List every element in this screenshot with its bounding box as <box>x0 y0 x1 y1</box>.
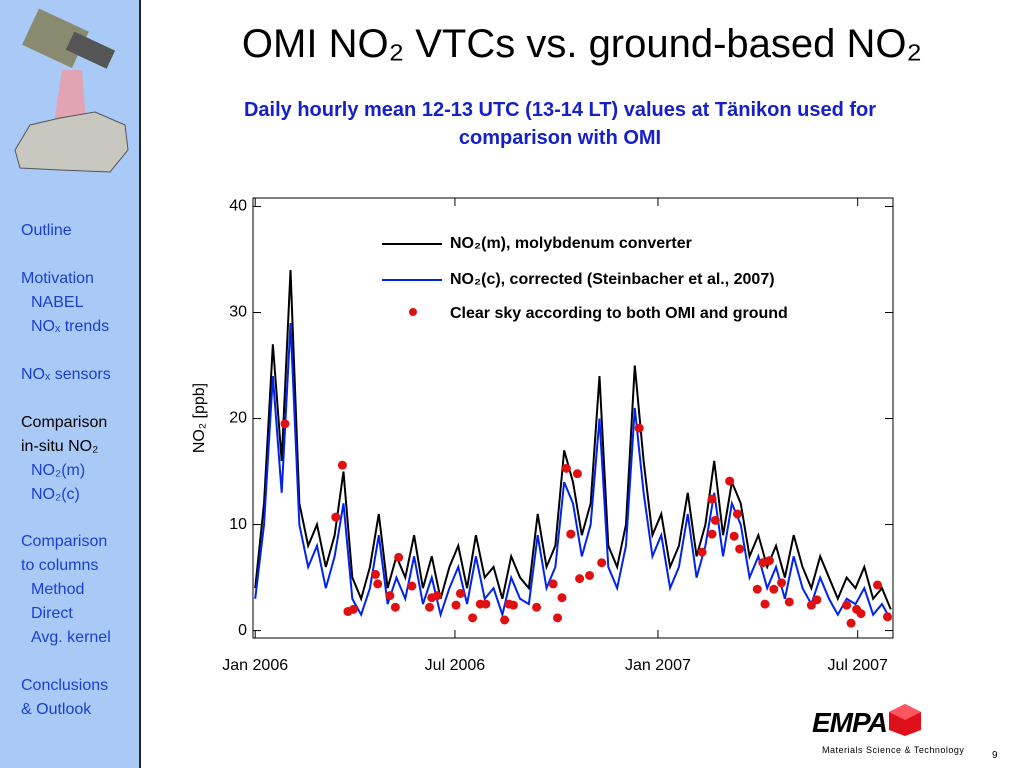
data-point <box>425 602 435 612</box>
data-line <box>254 323 892 621</box>
data-point <box>777 578 787 588</box>
data-point <box>725 476 735 486</box>
satellite-map <box>14 8 129 173</box>
data-point <box>846 618 856 628</box>
data-point <box>481 599 491 609</box>
legend-swatch <box>409 308 417 316</box>
x-tick-label: Jul 2007 <box>827 657 888 674</box>
data-point <box>390 602 400 612</box>
data-point <box>707 529 717 539</box>
nav-item[interactable]: Outline <box>21 222 72 239</box>
data-point <box>557 593 567 603</box>
data-point <box>707 494 717 504</box>
nav-item[interactable]: Avg. kernel <box>31 629 111 646</box>
data-point <box>331 512 341 522</box>
nav-item[interactable]: Comparison <box>21 414 108 431</box>
data-line <box>254 270 892 610</box>
data-point <box>812 595 822 605</box>
page-number: 9 <box>992 750 998 761</box>
legend-label: NO₂(c), corrected (Steinbacher et al., 2… <box>450 271 775 288</box>
data-point <box>566 529 576 539</box>
data-point <box>764 556 774 566</box>
nav-item[interactable]: NOₓ trends <box>31 318 110 335</box>
chart: NO₂ [ppb] 0 10 20 30 40 Jan 2006 Jul 2006 Jan 2… <box>191 197 894 674</box>
nav-item[interactable]: NABEL <box>31 294 84 311</box>
x-tick-label: Jul 2006 <box>425 657 486 674</box>
legend-label: NO₂(m), molybdenum converter <box>450 235 692 252</box>
y-tick-label: 20 <box>229 410 247 427</box>
data-point <box>553 613 563 623</box>
nav-item[interactable]: Method <box>31 581 85 598</box>
data-point <box>752 584 762 594</box>
data-point <box>532 602 542 612</box>
data-point <box>280 419 290 429</box>
nav-item[interactable]: Conclusions <box>21 677 109 694</box>
data-point <box>842 600 852 610</box>
data-point <box>585 570 595 580</box>
sidebar: Outline Motivation NABEL NOₓ trends NOₓ … <box>0 0 141 768</box>
data-point <box>548 579 558 589</box>
nav-item[interactable]: NO₂(m) <box>31 462 86 479</box>
data-point <box>710 515 720 525</box>
data-point <box>697 547 707 557</box>
nav-item[interactable]: Direct <box>31 605 73 622</box>
data-point <box>385 591 395 601</box>
data-point <box>760 599 770 609</box>
data-point <box>451 600 461 610</box>
data-point <box>468 613 478 623</box>
nav-item[interactable]: to columns <box>21 557 99 574</box>
data-point <box>432 591 442 601</box>
data-point <box>882 612 892 622</box>
data-point <box>784 597 794 607</box>
plot-frame <box>252 197 894 639</box>
y-tick-label: 30 <box>229 304 247 321</box>
data-point <box>735 544 745 554</box>
logo-text: EMPA <box>812 707 888 738</box>
data-point <box>455 588 465 598</box>
y-tick-label: 10 <box>229 516 247 533</box>
nav-item[interactable]: & Outlook <box>21 701 92 718</box>
nav-item[interactable]: NO₂(c) <box>31 486 80 503</box>
footer: Materials Science & Technology <box>822 745 965 755</box>
data-point <box>500 615 510 625</box>
data-point <box>873 580 883 590</box>
data-point <box>373 579 383 589</box>
legend-label: Clear sky according to both OMI and grou… <box>450 305 788 322</box>
nav-item[interactable]: in-situ NO₂ <box>21 438 99 455</box>
logo-cube <box>888 704 921 736</box>
data-point <box>729 531 739 541</box>
data-point <box>337 460 347 470</box>
data-point <box>732 509 742 519</box>
data-point <box>407 581 417 591</box>
data-point <box>597 558 607 568</box>
data-point <box>575 574 585 584</box>
x-tick-label: Jan 2007 <box>625 657 691 674</box>
y-tick-label: 40 <box>229 198 247 215</box>
data-point <box>394 552 404 562</box>
data-point <box>348 604 358 614</box>
data-point <box>572 469 582 479</box>
data-point <box>634 423 644 433</box>
data-point <box>508 600 518 610</box>
logo: EMPA <box>812 702 923 739</box>
data-point <box>561 463 571 473</box>
nav-item[interactable]: Comparison <box>21 533 108 550</box>
data-point <box>370 569 380 579</box>
nav-item[interactable]: NOₓ sensors <box>21 366 111 383</box>
slide-title: OMI NO₂ VTCs vs. ground-based NO₂ <box>241 22 923 66</box>
data-point <box>856 609 866 619</box>
nav-item[interactable]: Motivation <box>21 270 94 287</box>
x-tick-label: Jan 2006 <box>222 657 288 674</box>
y-axis-label: NO₂ [ppb] <box>191 383 208 453</box>
slide-subtitle: Daily hourly mean 12-13 UTC (13-14 LT) v… <box>243 99 877 149</box>
data-point <box>769 584 779 594</box>
y-tick-label: 0 <box>238 622 247 639</box>
